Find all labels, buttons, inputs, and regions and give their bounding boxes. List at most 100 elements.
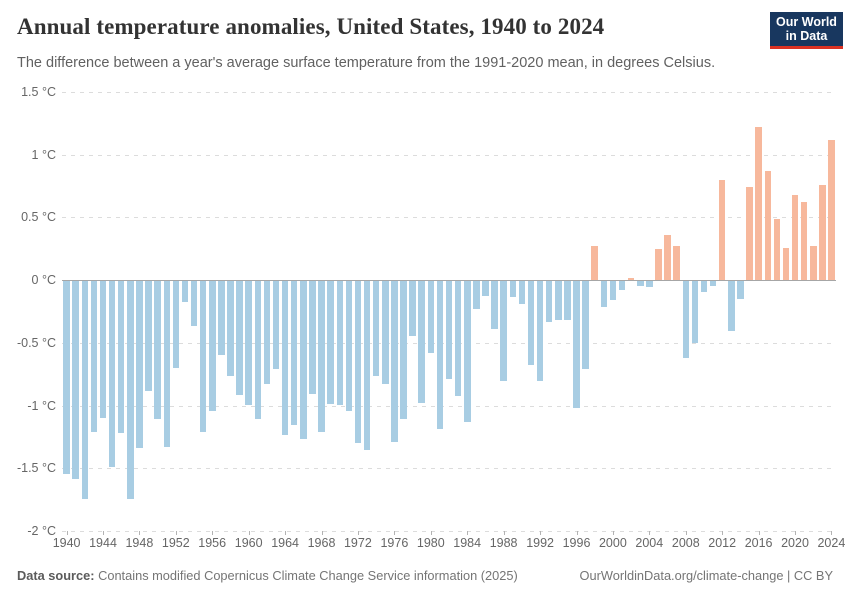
bar-2021[interactable] [800,202,808,281]
bar-2018[interactable] [773,218,781,281]
bar-1997[interactable] [582,281,589,369]
y-axis-label: 1.5 °C [21,85,56,99]
bar-2000[interactable] [609,281,617,300]
bar-1946[interactable] [117,281,125,433]
bar-1951[interactable] [163,281,170,447]
bar-1979[interactable] [418,281,425,403]
bar-1993[interactable] [545,281,553,323]
owid-logo[interactable]: Our World in Data [770,12,843,49]
bar-1947[interactable] [127,281,134,500]
bar-2011[interactable] [709,281,717,287]
bar-1996[interactable] [573,281,580,408]
y-axis-label: 1 °C [31,148,56,162]
x-axis-label: 2024 [817,536,846,550]
bar-1948[interactable] [136,281,143,448]
x-axis-tick [321,531,323,535]
bar-1958[interactable] [227,281,234,377]
gridline [62,531,836,532]
bar-1952[interactable] [172,281,180,368]
bar-1998[interactable] [591,246,598,281]
bar-1990[interactable] [518,281,526,304]
plot-area [62,92,836,532]
bar-1953[interactable] [181,281,189,303]
bar-1985[interactable] [473,281,480,309]
bar-1975[interactable] [382,281,389,384]
bar-1960[interactable] [245,281,252,406]
bar-1942[interactable] [81,281,88,500]
owid-logo-line2: in Data [785,29,828,43]
bar-2013[interactable] [728,281,735,332]
bar-2005[interactable] [655,248,662,281]
bar-1984[interactable] [464,281,471,422]
bar-1971[interactable] [345,281,353,412]
bar-1970[interactable] [336,281,343,406]
bar-2016[interactable] [755,127,762,281]
bar-1982[interactable] [445,281,453,379]
bar-1977[interactable] [400,281,407,420]
bar-2020[interactable] [791,194,799,281]
bar-1989[interactable] [509,281,516,298]
x-axis-label: 2012 [708,536,737,550]
bar-1995[interactable] [564,281,571,320]
bar-1976[interactable] [391,281,398,442]
bar-1969[interactable] [327,281,334,404]
bar-1950[interactable] [154,281,161,420]
bar-1974[interactable] [372,281,380,377]
bar-1962[interactable] [263,281,271,384]
bar-2019[interactable] [782,247,790,281]
bar-1978[interactable] [409,281,416,337]
credit-link[interactable]: OurWorldinData.org/climate-change | CC B… [579,568,833,583]
bar-1956[interactable] [209,281,216,412]
bar-2008[interactable] [682,281,689,358]
bar-1957[interactable] [218,281,225,356]
bar-1941[interactable] [72,281,79,480]
bar-2024[interactable] [828,139,835,281]
bar-1940[interactable] [63,281,70,475]
bar-2014[interactable] [737,281,744,299]
bar-2006[interactable] [664,235,671,281]
bar-1987[interactable] [491,281,498,329]
bar-2007[interactable] [673,246,680,281]
bar-2003[interactable] [637,281,644,287]
bar-2009[interactable] [691,281,699,343]
bar-1954[interactable] [190,281,198,327]
bar-1981[interactable] [436,281,444,430]
bar-1968[interactable] [318,281,325,432]
bar-1944[interactable] [99,281,107,418]
bar-1945[interactable] [108,281,116,467]
bar-1967[interactable] [309,281,316,394]
bar-1949[interactable] [145,281,152,392]
bar-2017[interactable] [764,171,771,281]
bar-1992[interactable] [536,281,544,382]
bar-1972[interactable] [354,281,362,443]
bar-2023[interactable] [819,184,826,281]
y-axis-label: -0.5 °C [16,336,56,350]
bar-1966[interactable] [300,281,307,440]
bar-1964[interactable] [281,281,289,436]
bar-2012[interactable] [718,179,726,281]
bar-1983[interactable] [454,281,462,397]
bar-1963[interactable] [272,281,280,369]
bar-2010[interactable] [700,281,708,293]
bar-1991[interactable] [527,281,535,366]
bar-2002[interactable] [627,277,635,281]
bar-1965[interactable] [290,281,298,426]
bar-1955[interactable] [199,281,207,432]
bar-1988[interactable] [500,281,507,382]
bar-1943[interactable] [90,281,98,432]
chart-area: 1.5 °C 1 °C 0.5 °C 0 °C -0.5 °C -1 °C -1.5 °C -… [0,85,850,550]
bar-1959[interactable] [236,281,243,396]
chart-footer: Data source: Contains modified Copernicu… [17,568,833,583]
bar-1961[interactable] [254,281,261,420]
bar-1994[interactable] [555,281,562,320]
bar-2001[interactable] [618,281,626,290]
bar-2004[interactable] [646,281,653,288]
bar-2015[interactable] [746,187,753,281]
bar-1980[interactable] [427,281,434,353]
bar-2022[interactable] [810,246,817,281]
bar-1986[interactable] [482,281,489,297]
bar-1973[interactable] [363,281,371,451]
bar-1999[interactable] [600,281,607,308]
x-axis-tick [467,531,469,535]
x-axis-tick [285,531,287,535]
